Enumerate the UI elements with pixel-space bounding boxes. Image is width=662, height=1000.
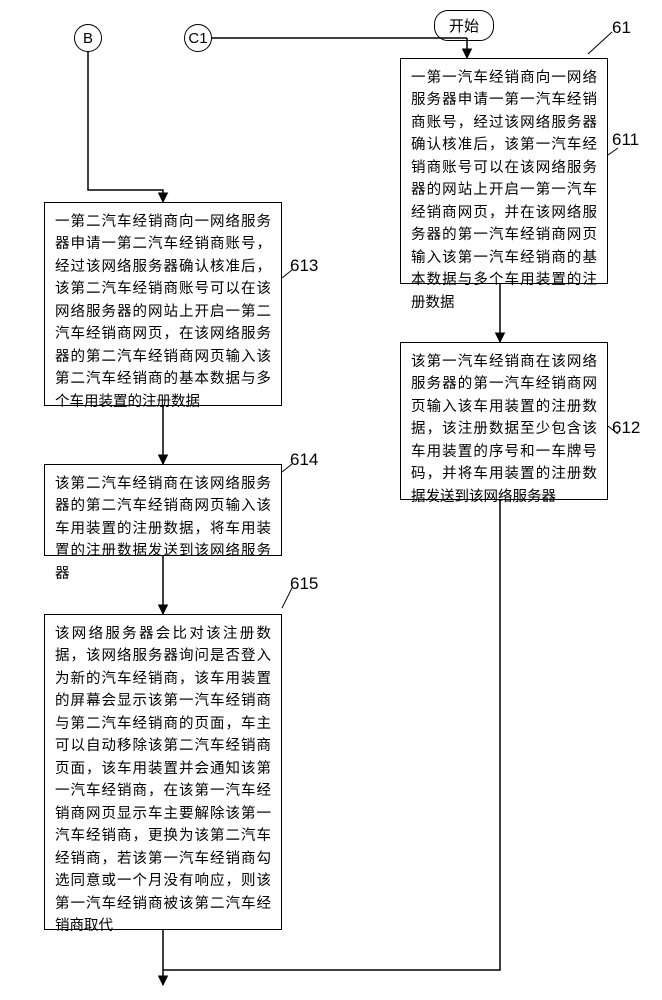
connector-b: B xyxy=(74,24,102,52)
label-613: 613 xyxy=(290,256,318,276)
box-612: 该第一汽车经销商在该网络服务器的第一汽车经销商网页输入该车用装置的注册数据，该注… xyxy=(400,342,608,500)
box-613: 一第二汽车经销商向一网络服务器申请一第二汽车经销商账号，经过该网络服务器确认核准… xyxy=(44,202,282,406)
label-615: 615 xyxy=(290,574,318,594)
label-611: 611 xyxy=(612,130,639,150)
label-614: 614 xyxy=(290,450,318,470)
box-615: 该网络服务器会比对该注册数据，该网络服务器询问是否登入为新的汽车经销商，该车用装… xyxy=(44,614,282,930)
connector-c1: C1 xyxy=(184,24,212,52)
label-612: 612 xyxy=(612,418,640,438)
box-614: 该第二汽车经销商在该网络服务器的第二汽车经销商网页输入该车用装置的注册数据，将车… xyxy=(44,464,282,556)
label-61: 61 xyxy=(612,18,631,38)
box-611: 一第一汽车经销商向一网络服务器申请一第一汽车经销商账号，经过该网络服务器确认核准… xyxy=(400,58,608,284)
start-node: 开始 xyxy=(434,10,494,41)
